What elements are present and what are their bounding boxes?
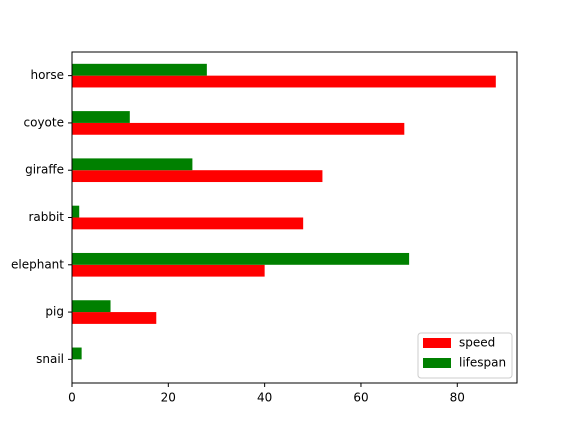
y-tick-label: elephant [11, 257, 64, 271]
x-tick-label: 0 [68, 391, 76, 405]
bar [72, 63, 207, 76]
bar [72, 205, 80, 218]
x-tick-label: 60 [353, 391, 368, 405]
bar [72, 158, 193, 171]
legend-swatch [423, 338, 451, 348]
bar [72, 347, 82, 360]
axes-frame [71, 51, 518, 384]
x-tick-label: 40 [257, 391, 272, 405]
y-tick-label: giraffe [25, 163, 64, 177]
x-tick-label: 20 [161, 391, 176, 405]
legend-label: speed [459, 336, 495, 350]
bar [72, 252, 410, 265]
y-tick-label: snail [36, 352, 64, 366]
bar [72, 75, 496, 88]
x-tick-label: 80 [450, 391, 465, 405]
y-tick-label: coyote [24, 115, 64, 129]
bar [72, 300, 111, 313]
bar [72, 170, 323, 183]
bar [72, 217, 304, 230]
bar [72, 312, 157, 324]
bar [72, 111, 130, 123]
bar [72, 122, 405, 135]
bar [72, 264, 265, 277]
y-tick-label: horse [30, 68, 64, 82]
y-tick-label: pig [45, 305, 64, 319]
legend-swatch [423, 358, 451, 368]
legend-label: lifespan [459, 356, 506, 370]
y-tick-label: rabbit [28, 210, 64, 224]
